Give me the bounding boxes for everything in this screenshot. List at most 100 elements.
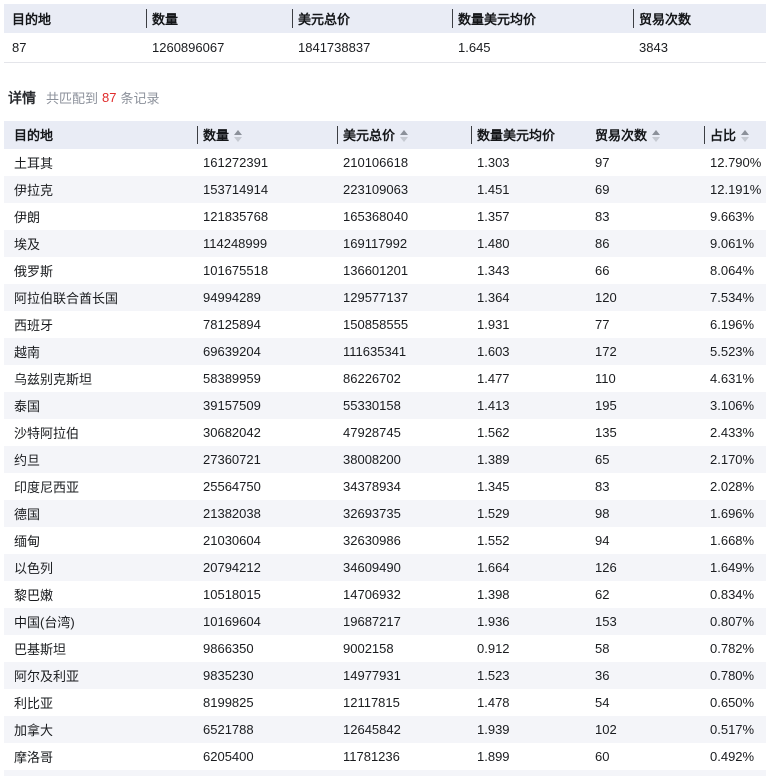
cell-destination: 西班牙	[14, 317, 54, 333]
detail-section: 目的地 数量 美元总价 数量美元均价 贸易次数 占比 土耳其 161272391 210106…	[4, 120, 766, 770]
cell-destination: 约旦	[14, 452, 41, 468]
summary-column-header: 数量美元均价	[452, 4, 633, 33]
cell-usd_total: 223109063	[343, 181, 409, 197]
table-row: 乌兹别克斯坦 58389959 86226702 1.477 110 4.631%	[4, 364, 766, 392]
cell-trade_count: 77	[595, 316, 610, 332]
column-label: 数量	[203, 128, 230, 143]
cell-quantity: 9835230	[203, 667, 254, 683]
sort-carets-icon[interactable]	[652, 129, 661, 142]
table-row: 摩洛哥 6205400 11781236 1.899 60 0.492%	[4, 742, 766, 770]
summary-cell: 87	[12, 39, 27, 55]
table-row: 伊朗 121835768 165368040 1.357 83 9.663%	[4, 202, 766, 230]
cell-quantity: 6205400	[203, 748, 254, 764]
cell-qty_usd_avg: 1.451	[477, 181, 510, 197]
summary-column-header: 美元总价	[292, 4, 452, 33]
cell-qty_usd_avg: 1.931	[477, 316, 510, 332]
cell-usd_total: 169117992	[343, 235, 408, 251]
cell-usd_total: 129577137	[343, 289, 409, 305]
column-header-quantity[interactable]: 数量	[197, 121, 337, 149]
cell-quantity: 8199825	[203, 694, 254, 710]
cell-destination: 俄罗斯	[14, 263, 54, 279]
column-header-trade_count[interactable]: 贸易次数	[589, 121, 704, 149]
sort-carets-icon[interactable]	[234, 129, 243, 142]
cell-qty_usd_avg: 1.398	[477, 586, 510, 602]
cell-usd_total: 111635341	[343, 343, 407, 359]
cell-quantity: 27360721	[203, 451, 261, 467]
cell-trade_count: 110	[595, 370, 616, 386]
column-label: 数量美元均价	[477, 128, 556, 143]
cell-share: 4.631%	[710, 370, 755, 386]
cell-qty_usd_avg: 1.477	[477, 370, 510, 386]
cell-trade_count: 36	[595, 667, 610, 683]
cell-trade_count: 69	[595, 181, 610, 197]
cell-destination: 乌兹别克斯坦	[14, 371, 93, 387]
cell-destination: 伊拉克	[14, 182, 54, 198]
cell-destination: 黎巴嫩	[14, 587, 54, 603]
cell-destination: 越南	[14, 344, 41, 360]
table-row: 中国(台湾) 10169604 19687217 1.936 153 0.807%	[4, 607, 766, 635]
cell-quantity: 101675518	[203, 262, 269, 278]
cell-quantity: 153714914	[203, 181, 269, 197]
cell-share: 0.834%	[710, 586, 755, 602]
column-header-share[interactable]: 占比	[704, 121, 766, 149]
table-row: 俄罗斯 101675518 136601201 1.343 66 8.064%	[4, 256, 766, 284]
summary-value-row: 87 1260896067 1841738837 1.645 3843	[4, 33, 766, 62]
cell-quantity: 94994289	[203, 289, 261, 305]
summary-cell: 1841738837	[298, 39, 371, 55]
cell-qty_usd_avg: 1.364	[477, 289, 510, 305]
cell-usd_total: 14977931	[343, 667, 401, 683]
column-header-qty_usd_avg: 数量美元均价	[471, 121, 589, 149]
column-header-usd_total[interactable]: 美元总价	[337, 121, 471, 149]
cell-quantity: 21382038	[203, 505, 261, 521]
cell-trade_count: 60	[595, 748, 610, 764]
table-row: 埃及 114248999 169117992 1.480 86 9.061%	[4, 229, 766, 257]
cell-usd_total: 136601201	[343, 262, 409, 278]
sort-desc-icon	[400, 136, 409, 142]
summary-column-header: 贸易次数	[633, 4, 766, 33]
cell-destination: 沙特阿拉伯	[14, 425, 80, 441]
table-row: 以色列 20794212 34609490 1.664 126 1.649%	[4, 553, 766, 581]
table-row: 黎巴嫩 10518015 14706932 1.398 62 0.834%	[4, 580, 766, 608]
cell-destination: 印度尼西亚	[14, 479, 80, 495]
cell-share: 7.534%	[710, 289, 755, 305]
cell-destination: 德国	[14, 506, 41, 522]
cell-usd_total: 55330158	[343, 397, 401, 413]
cell-qty_usd_avg: 1.899	[477, 748, 510, 764]
cell-share: 12.191%	[710, 181, 762, 197]
cell-usd_total: 14706932	[343, 586, 401, 602]
cell-qty_usd_avg: 1.345	[477, 478, 510, 494]
summary-cell: 3843	[639, 39, 668, 55]
table-row: 越南 69639204 111635341 1.603 172 5.523%	[4, 337, 766, 365]
cell-qty_usd_avg: 1.552	[477, 532, 510, 548]
cell-share: 0.780%	[710, 667, 755, 683]
column-label: 美元总价	[343, 128, 396, 143]
table-row: 泰国 39157509 55330158 1.413 195 3.106%	[4, 391, 766, 419]
cell-quantity: 10518015	[203, 586, 261, 602]
cell-share: 0.807%	[710, 613, 755, 629]
cell-quantity: 78125894	[203, 316, 261, 332]
cell-usd_total: 11781236	[343, 748, 400, 764]
cell-trade_count: 98	[595, 505, 610, 521]
cell-usd_total: 32630986	[343, 532, 401, 548]
cell-destination: 摩洛哥	[14, 749, 54, 765]
cell-destination: 阿尔及利亚	[14, 668, 80, 684]
cell-share: 2.433%	[710, 424, 755, 440]
cell-qty_usd_avg: 1.389	[477, 451, 510, 467]
cell-trade_count: 195	[595, 397, 617, 413]
cell-qty_usd_avg: 1.936	[477, 613, 510, 629]
sort-carets-icon[interactable]	[741, 129, 750, 142]
cell-share: 0.650%	[710, 694, 755, 710]
detail-header-row: 目的地 数量 美元总价 数量美元均价 贸易次数 占比	[4, 120, 766, 149]
cell-share: 0.782%	[710, 640, 755, 656]
sort-carets-icon[interactable]	[400, 129, 409, 142]
cell-qty_usd_avg: 1.303	[477, 154, 510, 170]
cell-quantity: 6521788	[203, 721, 254, 737]
details-title: 详情	[8, 89, 36, 106]
cell-destination: 埃及	[14, 236, 41, 252]
table-row: 德国 21382038 32693735 1.529 98 1.696%	[4, 499, 766, 527]
cell-share: 1.649%	[710, 559, 755, 575]
table-row: 沙特阿拉伯 30682042 47928745 1.562 135 2.433%	[4, 418, 766, 446]
cell-usd_total: 86226702	[343, 370, 401, 386]
cell-usd_total: 32693735	[343, 505, 401, 521]
cell-qty_usd_avg: 0.912	[477, 640, 510, 656]
